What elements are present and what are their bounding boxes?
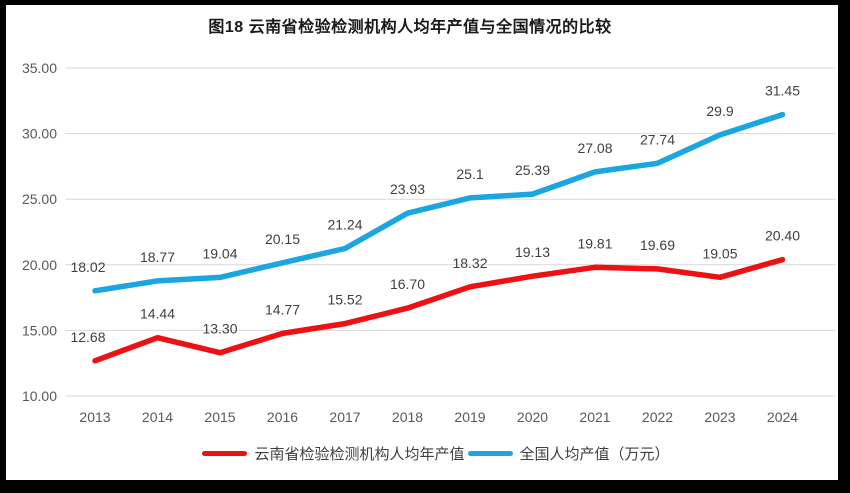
x-axis-tick-label: 2013 xyxy=(79,409,110,425)
data-label-national: 31.45 xyxy=(765,83,800,99)
chart-surface xyxy=(6,5,838,480)
x-axis-tick-label: 2021 xyxy=(579,409,610,425)
legend-item-national: 全国人均产值（万元） xyxy=(467,443,670,464)
x-axis-tick-label: 2019 xyxy=(454,409,485,425)
data-label-yunnan: 13.30 xyxy=(202,321,237,337)
series-line-yunnan xyxy=(92,256,786,364)
data-label-national: 27.74 xyxy=(640,131,675,147)
y-axis-tick-label: 10.00 xyxy=(22,388,57,404)
data-label-national: 20.15 xyxy=(265,231,300,247)
legend-line-swatch-yunnan xyxy=(202,451,248,456)
x-axis-tick-label: 2014 xyxy=(142,409,173,425)
data-label-national: 25.39 xyxy=(515,162,550,178)
data-label-national: 18.77 xyxy=(140,249,175,265)
data-label-yunnan: 14.77 xyxy=(265,301,300,317)
data-label-yunnan: 19.69 xyxy=(640,237,675,253)
data-label-yunnan: 20.40 xyxy=(765,228,800,244)
data-label-yunnan: 18.32 xyxy=(452,255,487,271)
y-axis-tick-label: 25.00 xyxy=(22,191,57,207)
y-axis-tick-label: 35.00 xyxy=(22,60,57,76)
data-label-yunnan: 14.44 xyxy=(140,306,175,322)
x-axis-tick-label: 2020 xyxy=(517,409,548,425)
data-label-national: 18.02 xyxy=(70,259,105,275)
data-label-yunnan: 16.70 xyxy=(390,276,425,292)
y-axis-tick-label: 30.00 xyxy=(22,126,57,142)
legend-line-swatch-national xyxy=(467,451,513,456)
legend-item-yunnan: 云南省检验检测机构人均年产值 xyxy=(202,443,465,464)
x-axis-tick-label: 2023 xyxy=(704,409,735,425)
data-label-national: 29.9 xyxy=(706,103,733,119)
x-axis-tick-label: 2022 xyxy=(642,409,673,425)
x-axis-tick-label: 2018 xyxy=(392,409,423,425)
data-label-yunnan: 15.52 xyxy=(327,292,362,308)
data-label-national: 19.04 xyxy=(202,245,237,261)
x-axis-tick-label: 2024 xyxy=(767,409,798,425)
data-label-national: 23.93 xyxy=(390,181,425,197)
data-label-yunnan: 12.68 xyxy=(70,329,105,345)
x-axis-tick-label: 2016 xyxy=(267,409,298,425)
data-label-yunnan: 19.05 xyxy=(702,245,737,261)
y-axis-tick-label: 15.00 xyxy=(22,322,57,338)
chart-title: 图18 云南省检验检测机构人均年产值与全国情况的比较 xyxy=(208,19,612,36)
y-axis-tick-label: 20.00 xyxy=(22,257,57,273)
data-label-yunnan: 19.13 xyxy=(515,244,550,260)
x-axis-tick-label: 2017 xyxy=(329,409,360,425)
chart-legend: 云南省检验检测机构人均年产值 全国人均产值（万元） xyxy=(0,443,850,464)
legend-label-national: 全国人均产值（万元） xyxy=(519,446,670,463)
data-label-yunnan: 19.81 xyxy=(577,235,612,251)
legend-label-yunnan: 云南省检验检测机构人均年产值 xyxy=(254,446,465,463)
x-axis-tick-label: 2015 xyxy=(204,409,235,425)
data-label-national: 21.24 xyxy=(327,217,362,233)
data-label-national: 27.08 xyxy=(577,140,612,156)
data-label-national: 25.1 xyxy=(456,166,483,182)
series-line-national xyxy=(92,111,786,294)
